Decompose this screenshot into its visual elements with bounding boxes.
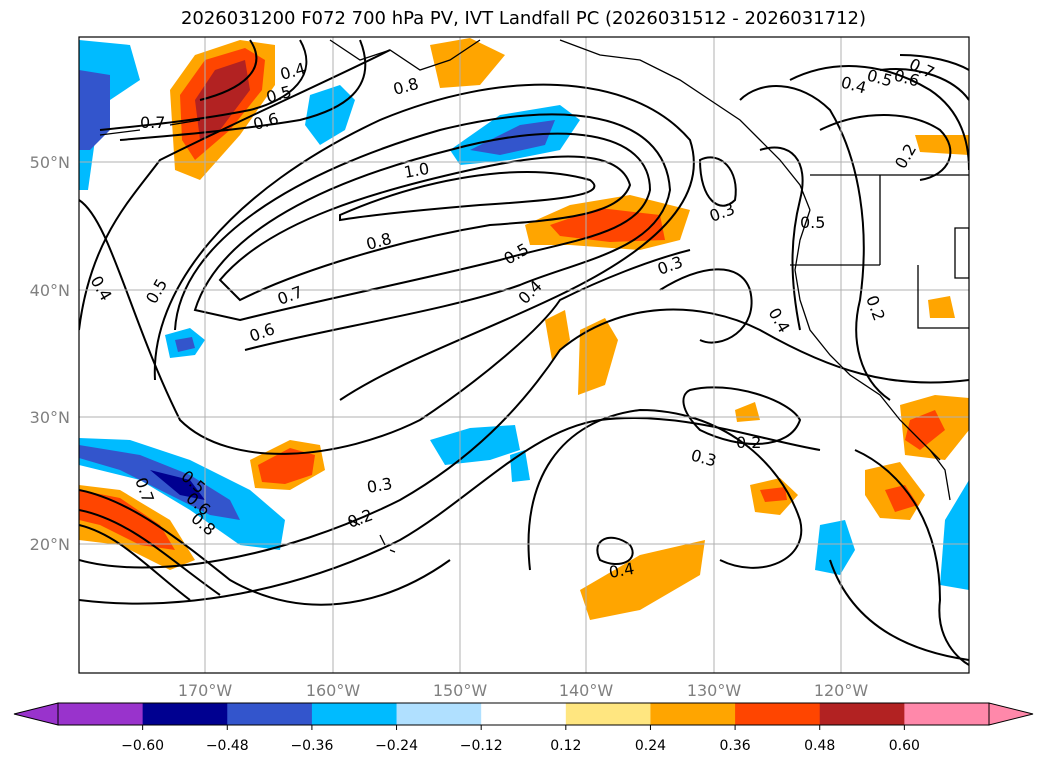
colorbar-tick-label: −0.12 [460,738,503,754]
lat-label: 40°N [30,281,70,300]
colorbar-segment [904,703,990,725]
colorbar-segment [481,703,567,725]
colorbar-segment [650,703,736,725]
colorbar-tick-label: 0.24 [635,738,666,754]
colorbar-tick-label: −0.48 [206,738,249,754]
map-plot-area: 0.4 0.5 0.6 0.7 0.8 1.0 0.8 0.7 0.6 0.5 … [78,36,970,674]
lat-label: 20°N [30,535,70,554]
lat-label: 30°N [30,408,70,427]
map-frame [78,36,970,674]
colorbar-frame [57,702,990,726]
contour-label: 0.4 [607,559,635,582]
colorbar-tick-label: 0.36 [720,738,751,754]
lon-label: 150°W [433,681,488,700]
lon-label: 170°W [178,681,233,700]
colorbar-extend-right [988,702,1034,726]
colorbar-tick-label: −0.36 [290,738,333,754]
map-title: 2026031200 F072 700 hPa PV, IVT Landfall… [180,8,867,29]
lon-label: 160°W [306,681,361,700]
longitude-labels: 170°W 160°W 150°W 140°W 130°W 120°W [178,681,869,700]
colorbar-segment [142,703,228,725]
contour-label: 0.5 [800,213,825,232]
colorbar-tick-label: 0.12 [550,738,581,754]
colorbar-segment [565,703,651,725]
lon-label: 120°W [814,681,869,700]
colorbar-tick-label: 0.60 [889,738,920,754]
contour-label: 0.7 [140,113,165,132]
colorbar-segment [58,703,144,725]
colorbar-extend-left [13,702,59,726]
pv-contours [79,39,969,666]
positive-anomaly-shading [79,38,969,620]
contour-label: 1.0 [402,159,430,182]
latitude-labels: 50°N 40°N 30°N 20°N [30,153,70,554]
colorbar-tick-label: −0.24 [375,738,418,754]
colorbar-segments [58,703,990,725]
contour-label: 0.3 [365,474,393,497]
colorbar-segment [311,703,398,725]
colorbar-segment [396,703,482,725]
colorbar-tick-label: 0.48 [804,738,835,754]
colorbar-segment [227,703,313,725]
colorbar-segment [735,703,821,725]
lat-label: 50°N [30,153,70,172]
contour-label: 0.2 [736,433,761,452]
coastlines [99,39,969,553]
colorbar: −0.60 −0.48 −0.36 −0.24 −0.12 0.12 0.24 0.36 0.4… [13,702,1034,754]
colorbar-segment [819,703,905,725]
lon-label: 130°W [687,681,742,700]
colorbar-ticks: −0.60 −0.48 −0.36 −0.24 −0.12 0.12 0.24 0.36 0.4… [121,725,920,754]
graticule [79,37,969,673]
colorbar-tick-label: −0.60 [121,738,164,754]
lon-label: 140°W [559,681,614,700]
